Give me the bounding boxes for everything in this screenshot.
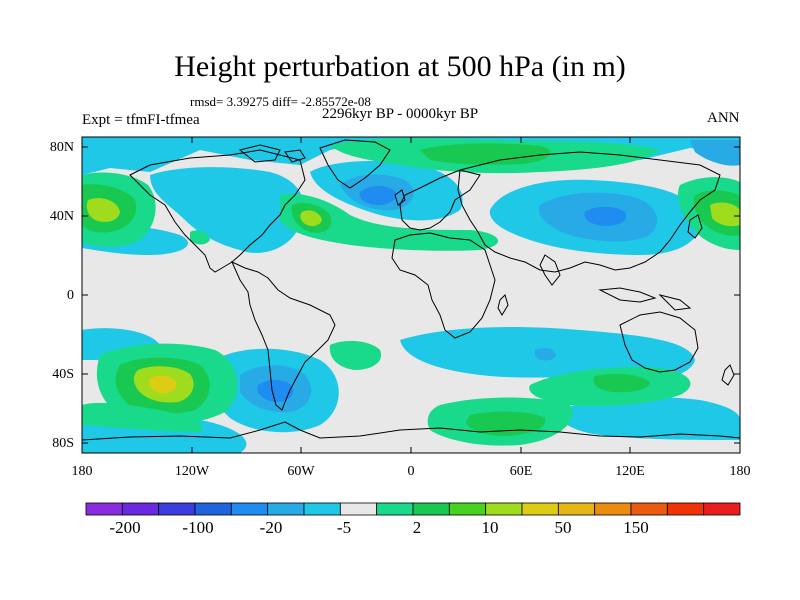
colorbar-swatch <box>85 502 123 516</box>
contour-north-atlantic-center <box>359 186 397 206</box>
contour-south-pacific-center <box>149 375 177 394</box>
colorbar-label-minus-100: -100 <box>182 518 214 537</box>
coast-india <box>539 254 561 286</box>
colorbar-swatch <box>267 502 305 516</box>
colorbar-swatch <box>121 502 160 516</box>
colorbar-swatch <box>703 502 741 516</box>
coast-europe <box>399 169 481 231</box>
colorbar-swatch <box>557 502 596 516</box>
contour-east-siberia-negative <box>690 140 740 166</box>
x-label-180w: 180 <box>71 464 93 479</box>
colorbar-label-50: 50 <box>554 518 572 537</box>
colorbar-swatch <box>594 502 632 516</box>
y-label-40n: 40N <box>49 209 74 224</box>
colorbar <box>85 502 741 516</box>
coast-africa <box>391 232 496 339</box>
stats-line: rmsd= 3.39275 diff= -2.85572e-08 <box>190 94 371 109</box>
y-label-40s: 40S <box>52 367 74 382</box>
colorbar-label-150: 150 <box>623 518 649 537</box>
x-label-120e: 120E <box>615 464 645 479</box>
contour-newfoundland-center <box>300 210 322 227</box>
colorbar-label-minus-20: -20 <box>259 518 283 537</box>
colorbar-swatch <box>412 502 450 516</box>
contour-arctic-positive-core <box>420 143 551 165</box>
experiment-label: Expt = tfmFI-tfmea <box>82 112 200 128</box>
colorbar-swatch <box>339 502 378 516</box>
colorbar-label-2: 2 <box>412 518 422 537</box>
contour-south-pacific-band <box>82 402 203 432</box>
contour-caribbean-positive <box>190 230 210 245</box>
x-label-60w: 60W <box>287 464 315 479</box>
coast-antarctica <box>82 421 740 441</box>
chart-title: Height perturbation at 500 hPa (in m) <box>174 50 626 83</box>
contour-south-indian-core <box>593 374 650 393</box>
y-label-80n: 80N <box>49 140 74 155</box>
coast-greenland <box>319 139 391 189</box>
colorbar-label-minus-200: -200 <box>109 518 141 537</box>
colorbar-swatch <box>303 502 341 516</box>
x-label-60e: 60E <box>509 464 533 479</box>
contour-indian-ocean-negative <box>535 348 556 361</box>
season-label: ANN <box>707 110 740 126</box>
x-label-0: 0 <box>407 464 415 479</box>
colorbar-swatch <box>521 502 559 516</box>
x-label-120w: 120W <box>174 464 210 479</box>
colorbar-swatch <box>194 502 232 516</box>
coastlines <box>82 139 740 441</box>
colorbar-swatch <box>448 502 487 516</box>
axis-ticks <box>81 137 741 453</box>
coast-arctic-islands <box>238 144 306 163</box>
colorbar-swatch <box>630 502 668 516</box>
coast-south-america <box>231 260 336 411</box>
contour-asia-center <box>584 206 627 226</box>
contour-antarctic-negative <box>559 397 740 440</box>
coast-australia <box>619 311 699 373</box>
contour-bering-center <box>710 202 740 227</box>
contour-south-america-center <box>257 379 294 402</box>
contour-north-pacific-center <box>86 198 120 222</box>
y-label-80s: 80S <box>52 436 74 451</box>
map-plot-area <box>82 137 740 453</box>
contour-south-atlantic-positive <box>329 340 382 370</box>
colorbar-label-10: 10 <box>481 518 499 537</box>
coast-madagascar <box>497 294 509 316</box>
colorbar-swatch <box>485 502 523 516</box>
colorbar-swatch <box>158 502 196 516</box>
coast-japan <box>687 214 703 239</box>
x-label-180e: 180 <box>729 464 751 479</box>
colorbar-swatch <box>666 502 705 516</box>
y-label-0: 0 <box>67 288 74 303</box>
colorbar-swatch <box>376 502 414 516</box>
coast-indonesia <box>598 287 692 311</box>
colorbar-swatch <box>230 502 269 516</box>
coast-new-zealand <box>721 364 735 386</box>
coast-north-america <box>129 149 306 273</box>
period-label: 2296kyr BP - 0000kyr BP <box>322 106 479 122</box>
coast-asia <box>457 151 721 273</box>
colorbar-label-minus-5: -5 <box>336 518 352 537</box>
coast-uk <box>394 189 406 206</box>
